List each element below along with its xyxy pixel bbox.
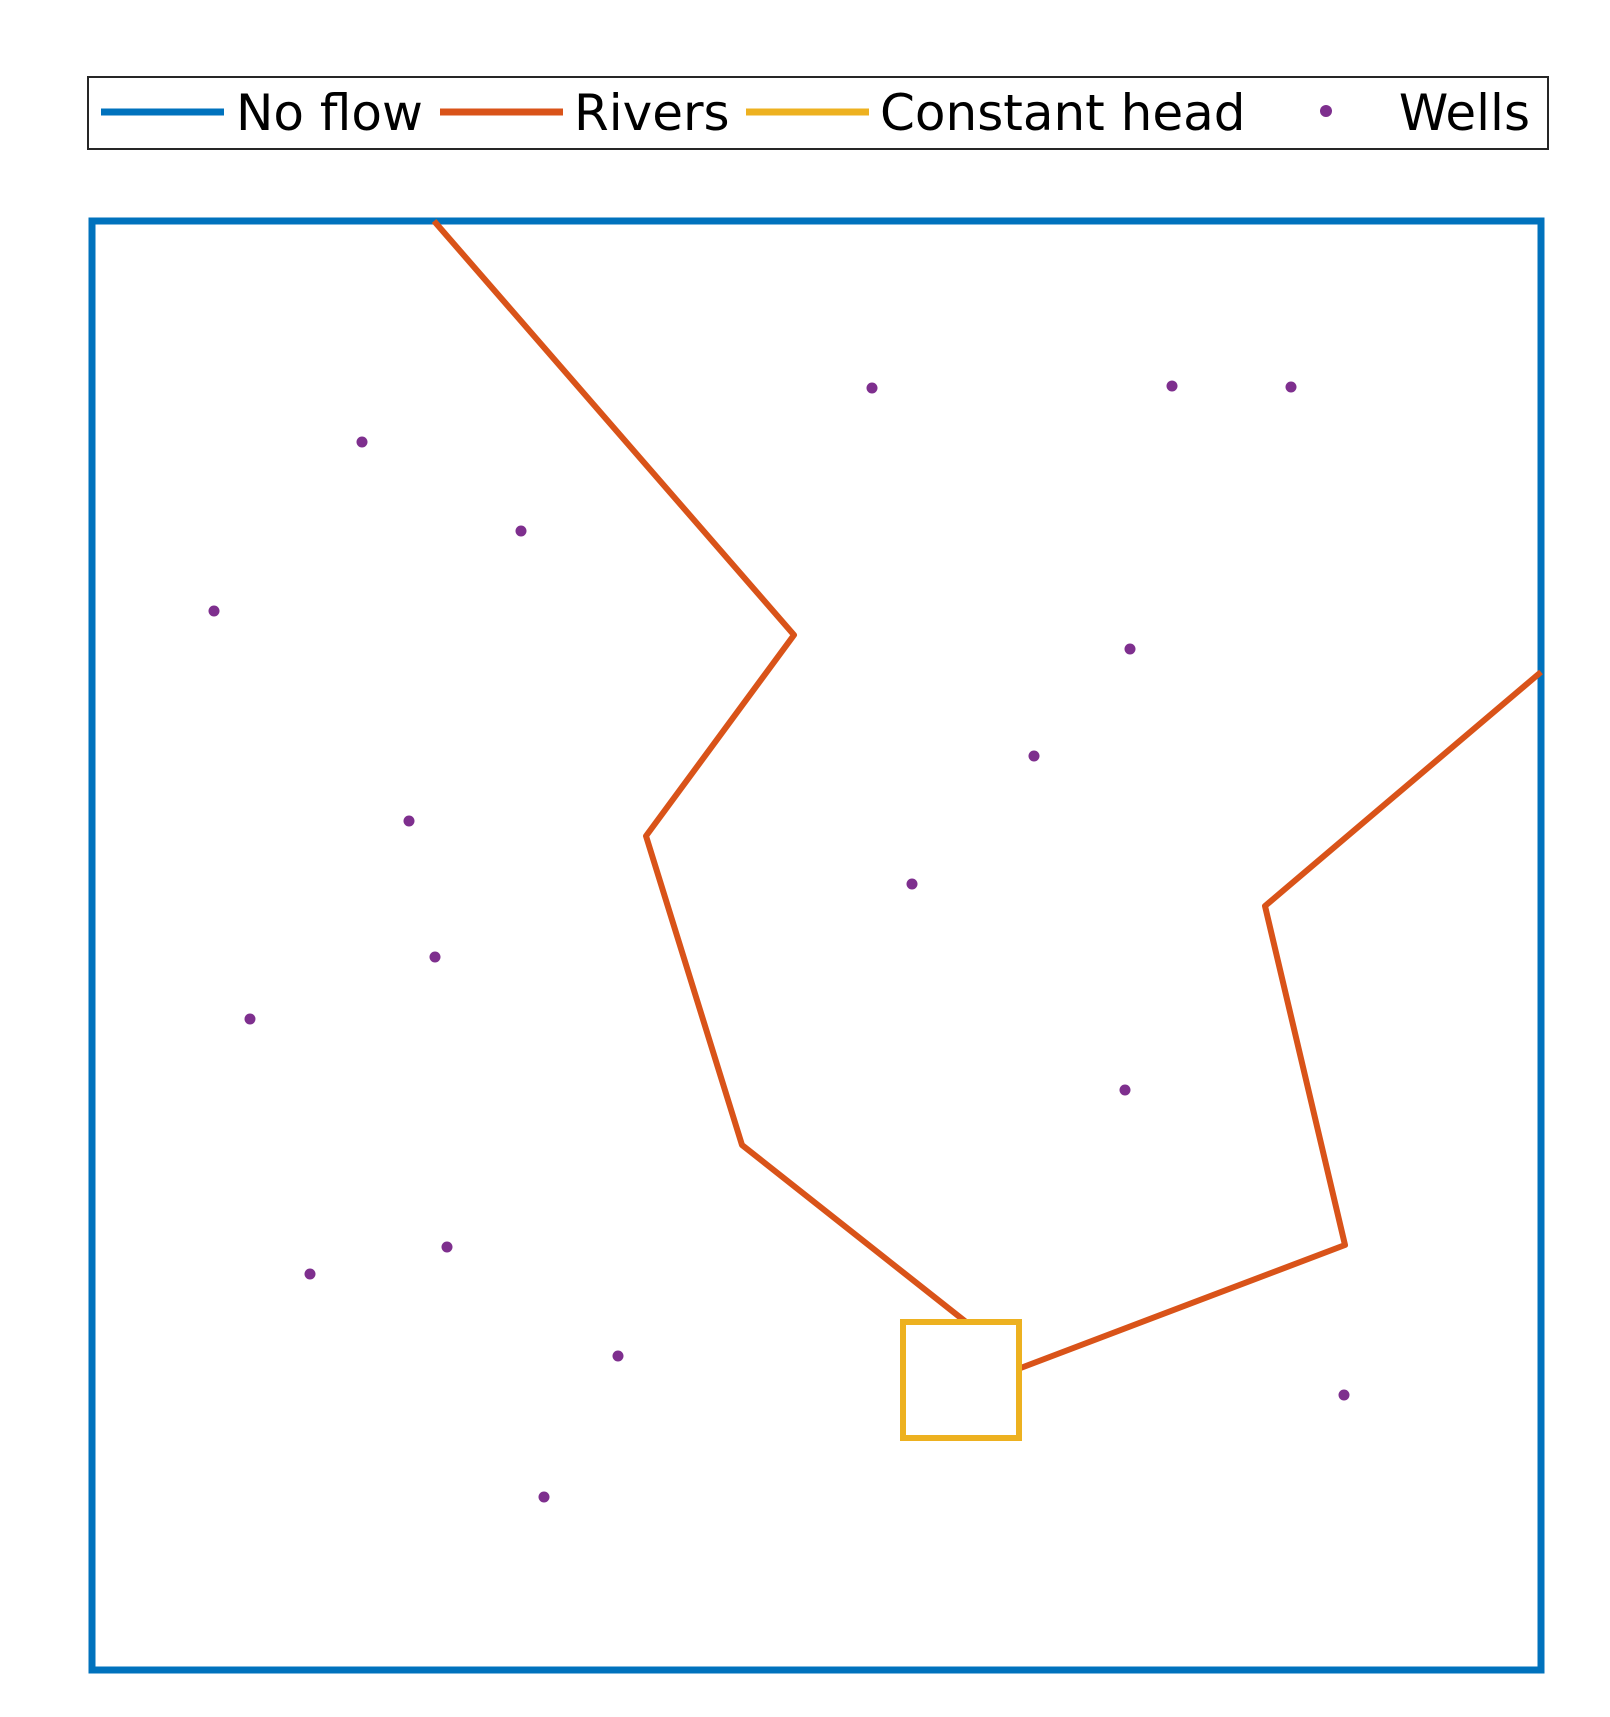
well <box>441 1241 453 1253</box>
wells <box>208 380 1350 1503</box>
legend-item-wells: Wells <box>1320 84 1530 142</box>
well <box>1119 1084 1131 1096</box>
well <box>208 605 220 617</box>
well <box>1285 381 1297 393</box>
wells-legend-marker <box>1320 105 1332 117</box>
well <box>866 382 878 394</box>
well <box>1338 1389 1350 1401</box>
well <box>906 878 918 890</box>
river-west <box>431 219 968 1325</box>
well <box>356 436 368 448</box>
river-east <box>1016 669 1543 1372</box>
well <box>538 1491 550 1503</box>
rivers-legend-label: Rivers <box>574 84 730 142</box>
well <box>1124 643 1136 655</box>
legend: No flow Rivers Constant head Wells <box>87 76 1549 150</box>
legend-item-rivers: Rivers <box>440 84 730 142</box>
constant-head-cell <box>900 1319 1022 1441</box>
well <box>515 525 527 537</box>
well <box>1166 380 1178 392</box>
well <box>429 951 441 963</box>
constant-head-legend-label: Constant head <box>880 84 1246 142</box>
legend-item-no-flow: No flow <box>101 84 423 142</box>
well <box>304 1268 316 1280</box>
well <box>1028 750 1040 762</box>
well <box>403 815 415 827</box>
well <box>612 1350 624 1362</box>
no-flow-boundary <box>88 217 1545 1674</box>
wells-legend-label: Wells <box>1399 84 1530 142</box>
well <box>244 1013 256 1025</box>
legend-item-constant-head: Constant head <box>746 84 1246 142</box>
no-flow-legend-label: No flow <box>236 84 423 142</box>
